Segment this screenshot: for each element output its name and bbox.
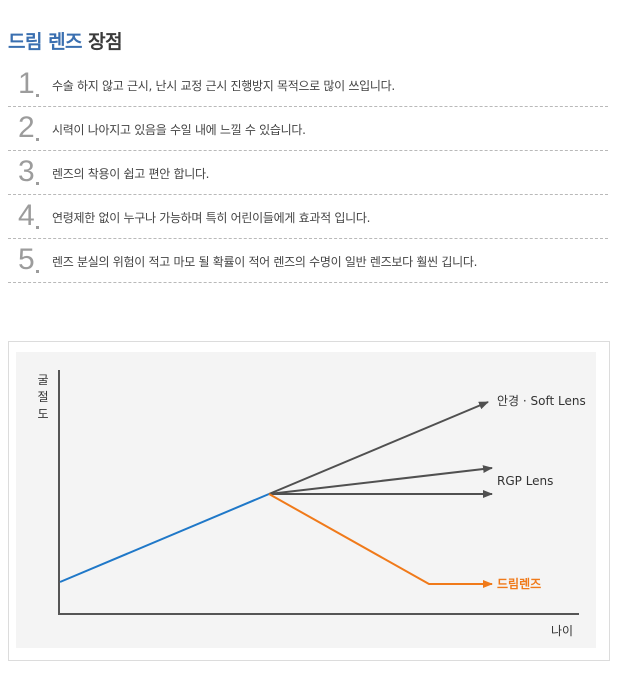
label-rgp-lens: RGP Lens [497, 474, 553, 488]
number-dot [36, 94, 39, 97]
list-item: 3 렌즈의 착용이 쉽고 편안 합니다. [8, 151, 608, 195]
y-axis-label-char: 절 [37, 390, 48, 404]
dream-lens-line [268, 493, 493, 588]
item-text: 렌즈 분실의 위험이 적고 마모 될 확률이 적어 렌즈의 수명이 일반 렌즈보… [52, 255, 478, 269]
glasses-soft-lens-line [268, 401, 489, 495]
x-axis-label: 나이 [551, 624, 573, 638]
item-text: 시력이 나아지고 있음을 수일 내에 느낄 수 있습니다. [52, 123, 306, 137]
item-number: 4 [18, 199, 35, 232]
number-dot [36, 270, 39, 273]
label-glasses-soft-lens: 안경 · Soft Lens [497, 394, 586, 408]
list-item: 5 렌즈 분실의 위험이 적고 마모 될 확률이 적어 렌즈의 수명이 일반 렌… [8, 239, 608, 283]
number-dot [36, 182, 39, 185]
refraction-diagram: 굴 절 도 나이 안경 · Soft Lens RGP Lens 드림렌즈 [8, 341, 610, 661]
item-number: 5 [18, 243, 35, 276]
page-title: 드림 렌즈 장점 [8, 27, 123, 54]
advantages-list: 1 수술 하지 않고 근시, 난시 교정 근시 진행방지 목적으로 많이 쓰입니… [8, 63, 608, 283]
number-dot [36, 226, 39, 229]
diagram-svg: 굴 절 도 나이 안경 · Soft Lens RGP Lens 드림렌즈 [37, 370, 586, 638]
y-axis-label-char: 도 [37, 407, 48, 421]
y-axis-label-char: 굴 [37, 373, 48, 387]
diagram-panel: 굴 절 도 나이 안경 · Soft Lens RGP Lens 드림렌즈 [16, 352, 596, 648]
item-text: 수술 하지 않고 근시, 난시 교정 근시 진행방지 목적으로 많이 쓰입니다. [52, 79, 395, 93]
list-item: 4 연령제한 없이 누구나 가능하며 특히 어린이들에게 효과적 입니다. [8, 195, 608, 239]
rgp-lens-line [268, 465, 493, 495]
list-item: 1 수술 하지 않고 근시, 난시 교정 근시 진행방지 목적으로 많이 쓰입니… [8, 63, 608, 107]
number-dot [36, 138, 39, 141]
list-item: 2 시력이 나아지고 있음을 수일 내에 느낄 수 있습니다. [8, 107, 608, 151]
item-number: 3 [18, 155, 35, 188]
item-number: 2 [18, 111, 35, 144]
item-text: 렌즈의 착용이 쉽고 편안 합니다. [52, 167, 210, 181]
item-number: 1 [18, 67, 35, 100]
label-dream-lens: 드림렌즈 [497, 576, 541, 591]
title-accent: 드림 렌즈 [8, 31, 83, 53]
item-text: 연령제한 없이 누구나 가능하며 특히 어린이들에게 효과적 입니다. [52, 211, 371, 225]
common-progression-line [59, 493, 270, 583]
title-rest: 장점 [82, 31, 123, 53]
